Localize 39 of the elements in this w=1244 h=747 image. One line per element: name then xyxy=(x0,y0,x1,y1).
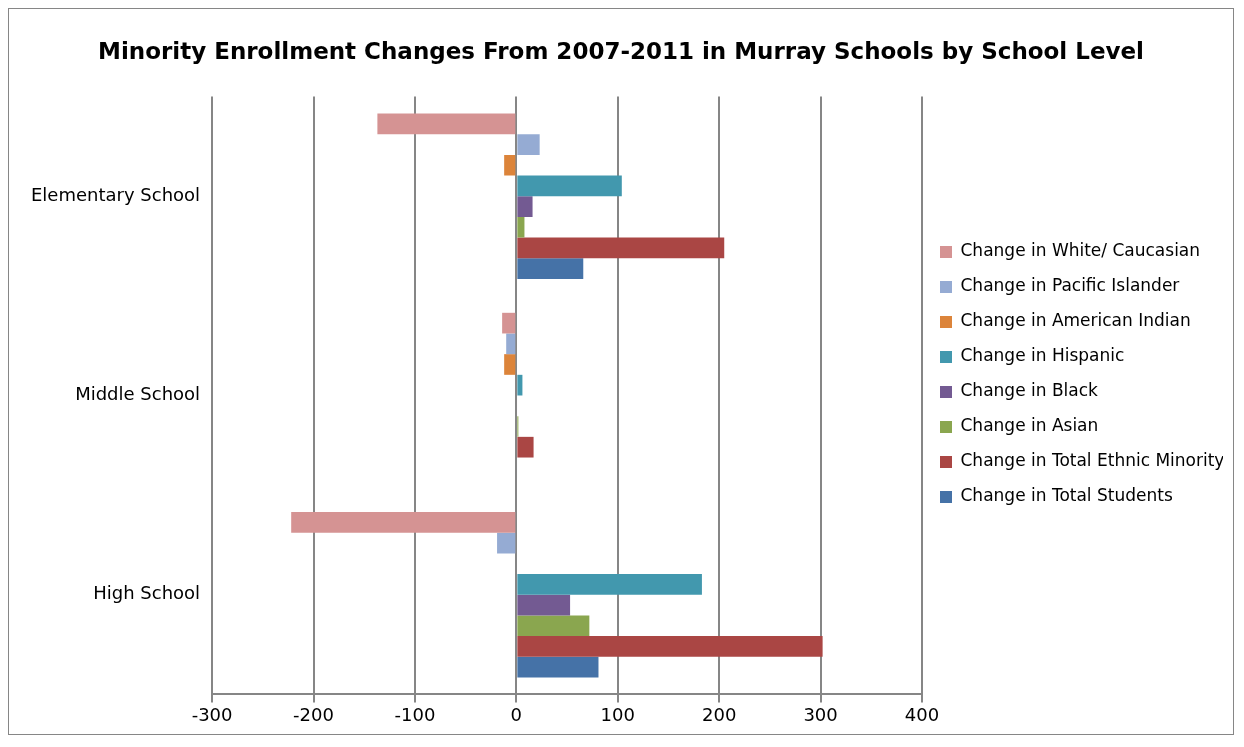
bar xyxy=(517,374,523,396)
y-tick-label: Elementary School xyxy=(30,183,201,205)
bar xyxy=(517,574,702,595)
legend-label: Change in Hispanic xyxy=(960,345,1125,366)
bar xyxy=(377,113,516,135)
bar xyxy=(517,175,622,197)
bar xyxy=(517,196,533,217)
legend-label: Change in Pacific Islander xyxy=(960,275,1180,296)
chart-title: Minority Enrollment Changes From 2007-2011 in Murray Schools by School Level xyxy=(98,37,1144,64)
bar xyxy=(517,636,823,657)
x-tick-label: 300 xyxy=(803,703,838,725)
x-tick-label: -300 xyxy=(191,703,233,725)
bar xyxy=(517,594,571,616)
bar xyxy=(517,615,590,637)
bar xyxy=(517,656,599,678)
legend-label: Change in Total Students xyxy=(960,485,1173,506)
bar xyxy=(291,512,516,533)
x-tick-label: 200 xyxy=(701,703,737,725)
bar xyxy=(504,354,516,375)
bar xyxy=(502,312,516,334)
x-tick-label: 400 xyxy=(904,703,940,725)
bar xyxy=(517,258,584,279)
bar xyxy=(517,216,525,238)
legend-label: Change in American Indian xyxy=(960,310,1191,331)
y-tick-label: Middle School xyxy=(75,383,201,405)
bar xyxy=(506,333,516,355)
legend-label: Change in White/ Caucasian xyxy=(960,240,1201,261)
bar xyxy=(517,436,534,458)
x-tick-label: 100 xyxy=(600,703,635,725)
x-tick-label: -100 xyxy=(394,703,436,725)
x-tick-label: -200 xyxy=(293,703,334,725)
bar xyxy=(497,532,516,554)
bar xyxy=(517,237,725,259)
bar xyxy=(517,134,540,155)
bar xyxy=(504,154,516,176)
legend-label: Change in Black xyxy=(960,380,1099,401)
legend-label: Change in Asian xyxy=(960,415,1099,436)
x-tick-label: 0 xyxy=(510,703,523,725)
y-tick-label: High School xyxy=(93,582,201,604)
